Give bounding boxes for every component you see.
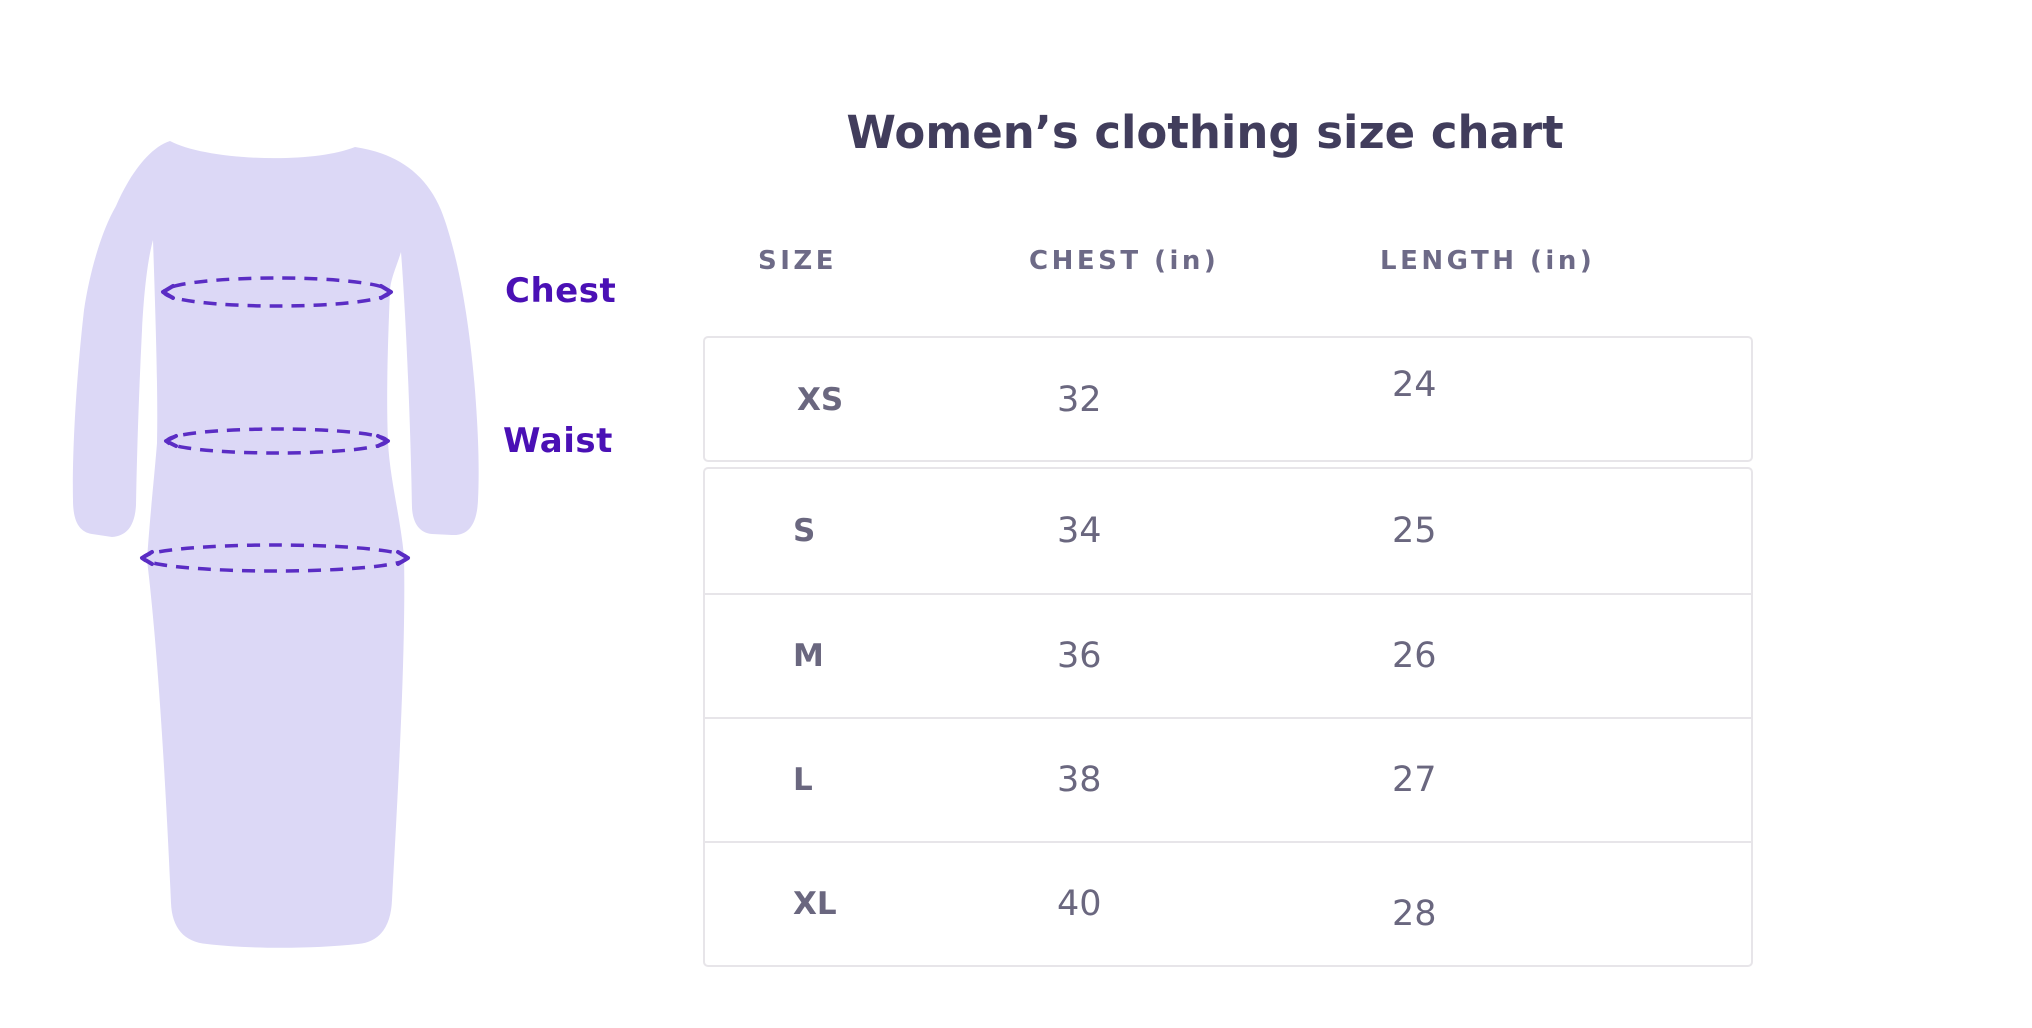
size-cell: S	[793, 512, 816, 549]
arrow-tip-icon	[379, 284, 393, 300]
table-row: L 38 27	[705, 717, 1751, 841]
size-cell: L	[793, 761, 813, 798]
size-cell: M	[793, 637, 824, 674]
arrow-tip-icon	[396, 550, 410, 566]
waist-label: Waist	[503, 421, 613, 461]
length-cell: 24	[1392, 364, 1437, 405]
length-cell: 25	[1392, 510, 1437, 551]
chest-label: Chest	[505, 271, 617, 311]
size-cell: XL	[793, 885, 837, 922]
arrow-tip-icon	[164, 434, 178, 448]
table-row: S 34 25	[705, 469, 1751, 593]
table-row: XL 40 28	[705, 841, 1751, 965]
arrow-tip-icon	[140, 550, 154, 566]
page-title: Women’s clothing size chart	[846, 106, 1564, 159]
size-table: XS 32 24 S 34 25 M 36 26 L 38 27 XL	[703, 336, 1753, 967]
arrow-tip-icon	[161, 284, 175, 300]
chest-cell: 32	[1057, 379, 1102, 420]
table-row-group: S 34 25 M 36 26 L 38 27 XL 40 28	[703, 467, 1753, 967]
table-row: XS 32 24	[705, 338, 1751, 462]
table-row: M 36 26	[705, 593, 1751, 717]
size-cell: XS	[797, 381, 844, 418]
arrow-tip-icon	[376, 434, 390, 448]
measure-arrow-tips	[140, 284, 410, 566]
chest-cell: 38	[1057, 759, 1102, 800]
chest-cell: 34	[1057, 510, 1102, 551]
chest-cell: 36	[1057, 635, 1102, 676]
chest-cell: 40	[1057, 883, 1102, 924]
column-header-size: SIZE	[758, 246, 838, 276]
dress-illustration	[72, 141, 479, 948]
length-cell: 26	[1392, 635, 1437, 676]
column-header-length: LENGTH (in)	[1380, 246, 1596, 276]
column-header-chest: CHEST (in)	[1029, 246, 1220, 276]
table-row-group: XS 32 24	[703, 336, 1753, 462]
length-cell: 28	[1392, 893, 1437, 934]
length-cell: 27	[1392, 759, 1437, 800]
